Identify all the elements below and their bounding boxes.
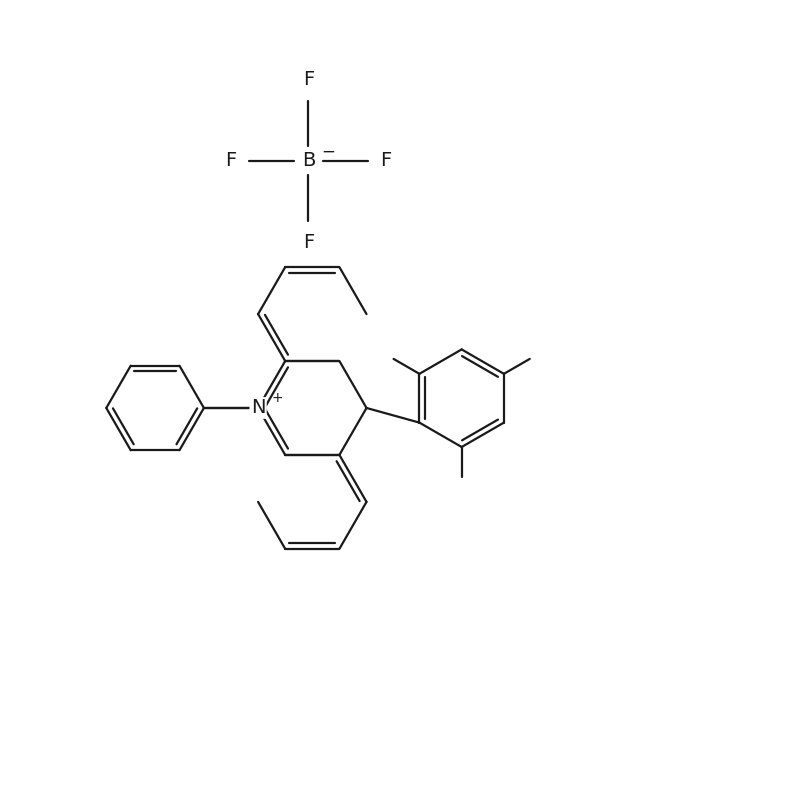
Text: F: F: [302, 70, 314, 89]
Text: F: F: [380, 151, 391, 170]
Text: B: B: [302, 151, 315, 170]
Text: −: −: [321, 142, 335, 160]
Text: F: F: [226, 151, 237, 170]
Text: +: +: [272, 390, 283, 405]
Text: N: N: [251, 398, 266, 418]
Text: F: F: [302, 233, 314, 251]
